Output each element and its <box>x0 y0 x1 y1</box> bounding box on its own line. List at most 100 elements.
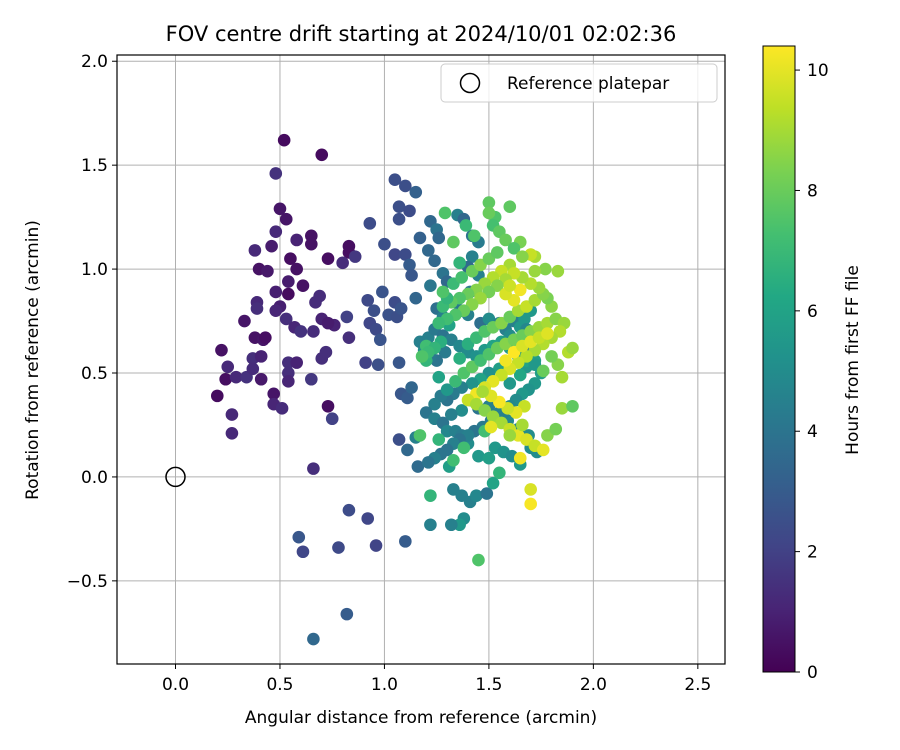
scatter-point <box>363 217 377 230</box>
legend-reference-marker <box>459 72 481 94</box>
scatter-point <box>507 242 521 255</box>
colorbar: 0 2 4 6 8 10 Hours from first FF file <box>762 45 863 683</box>
scatter-point <box>392 433 406 446</box>
scatter-point <box>369 323 383 336</box>
scatter-point <box>401 443 414 457</box>
y-tick-label: 0.0 <box>81 468 108 488</box>
scatter-point <box>541 327 554 340</box>
scatter-point <box>277 133 291 147</box>
scatter-point <box>290 262 303 276</box>
scatter-point <box>424 489 437 502</box>
y-tick-label: 0.5 <box>81 364 108 384</box>
scatter-point <box>210 389 224 403</box>
x-tick-label: 1.5 <box>475 675 502 695</box>
colorbar-ticks: 0 2 4 6 8 10 <box>795 61 829 683</box>
scatter-point <box>401 391 414 405</box>
scatter-point <box>254 372 268 386</box>
scatter-point <box>484 420 498 434</box>
scatter-point <box>275 402 289 415</box>
scatter-point <box>265 239 278 253</box>
scatter-point <box>457 441 471 455</box>
scatter-point <box>294 325 308 338</box>
scatter-point <box>336 256 349 270</box>
scatter-point <box>388 248 402 261</box>
legend-box <box>440 63 718 103</box>
scatter-point <box>455 271 469 284</box>
scatter-point <box>566 341 579 355</box>
reference-marker-group <box>165 466 186 488</box>
scatter-point <box>555 370 569 384</box>
scatter-point <box>290 233 303 247</box>
scatter-point <box>432 370 446 384</box>
scatter-point <box>428 397 441 411</box>
scatter-point <box>428 254 441 268</box>
scatter-point <box>261 264 274 278</box>
scatter-point <box>444 408 458 421</box>
scatter-point <box>248 244 262 257</box>
scatter-point <box>392 212 406 226</box>
colorbar-frame <box>762 45 796 673</box>
y-axis-ticks: −0.5 0.0 0.5 1.0 1.5 2.0 <box>67 52 117 592</box>
x-tick-label: 2.0 <box>580 675 607 695</box>
scatter-points <box>210 133 579 646</box>
scatter-point <box>319 345 333 359</box>
scatter-point <box>405 269 418 282</box>
scatter-point <box>438 345 452 359</box>
scatter-point <box>392 200 406 214</box>
scatter-point <box>499 233 512 247</box>
scatter-point <box>403 258 416 272</box>
scatter-point <box>444 518 458 532</box>
legend-entry-reference: Reference platepar <box>507 74 669 94</box>
scatter-point <box>449 375 462 388</box>
scatter-point <box>269 304 283 317</box>
scatter-point <box>528 264 542 278</box>
scatter-point <box>432 231 446 245</box>
colorbar-tick-label: 8 <box>807 181 818 201</box>
scatter-point <box>422 456 435 469</box>
scatter-point <box>436 285 450 299</box>
scatter-point <box>342 503 356 517</box>
scatter-point <box>503 200 517 214</box>
chart-title: FOV centre drift starting at 2024/10/01 … <box>166 22 677 46</box>
scatter-point <box>465 377 479 390</box>
scatter-point <box>447 235 460 249</box>
scatter-point <box>399 535 412 548</box>
scatter-point <box>545 350 558 363</box>
colorbar-tick-label: 10 <box>807 61 829 81</box>
scatter-point <box>438 206 452 220</box>
scatter-point <box>321 399 335 413</box>
scatter-point <box>279 312 293 326</box>
scatter-point <box>229 370 243 384</box>
scatter-point <box>440 383 454 396</box>
scatter-point <box>269 285 283 299</box>
legend: Reference platepar <box>440 63 718 103</box>
scatter-point <box>480 487 494 500</box>
scatter-point <box>470 489 483 502</box>
scatter-point <box>409 185 423 199</box>
scatter-point <box>373 333 387 347</box>
x-tick-label: 0.5 <box>266 675 293 695</box>
x-tick-label: 0.0 <box>162 675 189 695</box>
scatter-point <box>321 316 335 330</box>
scatter-point <box>221 360 235 374</box>
scatter-point <box>307 462 320 475</box>
scatter-point <box>282 287 295 301</box>
scatter-point <box>250 302 264 315</box>
scatter-point <box>467 229 481 243</box>
scatter-point <box>309 296 322 309</box>
scatter-point <box>422 244 435 257</box>
colorbar-gradient <box>763 46 795 672</box>
scatter-point <box>342 331 356 344</box>
x-axis-label: Angular distance from reference (arcmin) <box>245 708 597 728</box>
scatter-point <box>269 225 283 238</box>
scatter-point <box>413 429 427 442</box>
scatter-point <box>499 354 512 367</box>
scatter-point <box>482 451 496 465</box>
scatter-point <box>378 237 391 251</box>
scatter-point <box>555 402 569 415</box>
scatter-point <box>279 212 293 226</box>
scatter-point <box>424 279 437 293</box>
scatter-point <box>371 358 385 371</box>
scatter-point <box>513 283 527 297</box>
scatter-point <box>415 350 429 363</box>
